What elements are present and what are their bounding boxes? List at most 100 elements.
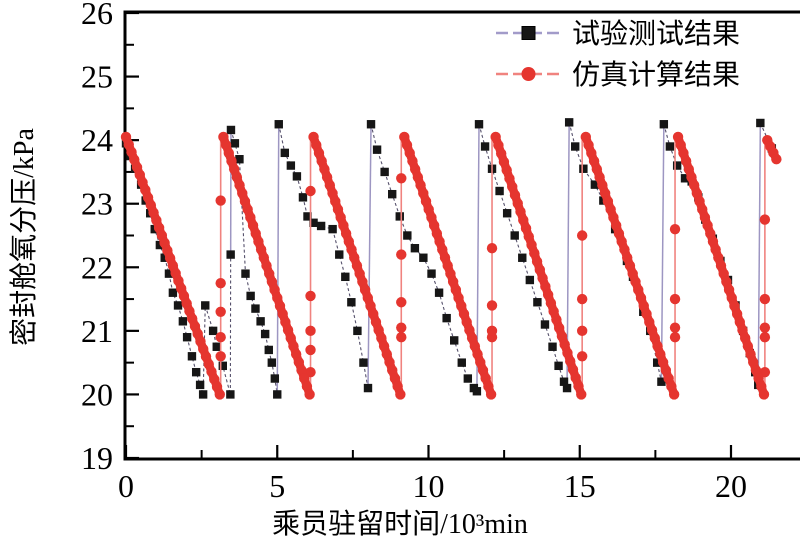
y-tick-label: 20 — [81, 376, 113, 412]
simulated-data-point — [214, 389, 225, 400]
measured-data-point — [659, 120, 669, 129]
simulated-data-point — [702, 220, 713, 231]
simulated-rise-point — [759, 332, 771, 343]
simulated-data-point — [220, 139, 232, 151]
simulated-data-point — [490, 131, 501, 143]
x-tick-label: 10 — [413, 468, 445, 504]
measured-data-point — [427, 269, 436, 278]
simulated-rise-point — [669, 322, 681, 333]
simulated-data-point — [392, 381, 403, 392]
measured-data-point — [480, 142, 490, 151]
simulated-data-point — [299, 373, 310, 384]
simulated-data-point — [301, 381, 313, 392]
measured-data-point — [251, 304, 260, 313]
simulated-rise-point — [669, 332, 681, 343]
measured-data-point — [372, 145, 382, 154]
legend-item-measured: 试验测试结果 — [496, 18, 740, 50]
simulated-data-point — [657, 357, 669, 368]
measured-data-point — [672, 161, 682, 170]
simulated-data-point — [464, 324, 475, 336]
simulated-data-point — [520, 223, 532, 234]
simulated-data-point — [423, 204, 434, 215]
measured-data-point — [298, 193, 308, 202]
simulated-data-point — [573, 380, 584, 392]
measured-data-point — [328, 224, 337, 234]
simulated-data-point — [255, 244, 267, 255]
simulated-data-point — [548, 306, 559, 317]
simulated-data-point — [721, 276, 732, 287]
simulated-data-point — [705, 228, 716, 239]
measured-data-point — [191, 367, 201, 377]
measured-series-line — [278, 124, 369, 389]
measured-data-point — [260, 329, 270, 339]
simulated-data-point — [226, 155, 237, 167]
simulated-data-point — [258, 252, 270, 263]
measured-data-point — [195, 380, 205, 390]
simulated-data-point — [330, 196, 341, 207]
simulated-data-point — [523, 231, 534, 242]
simulated-data-point — [748, 357, 759, 368]
simulated-data-point — [272, 292, 283, 304]
measured-data-point — [564, 118, 574, 127]
simulated-data-point — [313, 147, 325, 159]
simulated-data-point — [495, 148, 507, 159]
measured-data-point — [246, 291, 255, 301]
measured-data-point — [347, 298, 356, 307]
x-axis-title: 乘员驻留时间/10³min — [272, 508, 528, 540]
measured-data-point — [274, 120, 283, 129]
simulated-data-point — [376, 332, 387, 344]
simulated-data-point — [370, 316, 382, 328]
simulated-rise-point — [396, 322, 407, 333]
simulated-data-point — [218, 131, 229, 143]
measured-data-point — [359, 358, 368, 367]
simulated-data-point — [428, 220, 440, 231]
simulated-data-point — [597, 180, 608, 191]
simulated-rise-point — [215, 195, 226, 206]
simulated-data-point — [293, 357, 305, 368]
simulated-data-point — [450, 284, 462, 296]
measured-data-point — [474, 120, 484, 129]
simulated-data-point — [245, 212, 256, 223]
simulated-data-point — [602, 196, 614, 207]
measured-data-point — [201, 301, 210, 310]
simulated-data-point — [542, 289, 554, 300]
simulated-data-point — [580, 131, 591, 143]
simulated-rise-point — [759, 293, 771, 305]
plot-frame — [123, 10, 800, 461]
x-tick-label: 15 — [564, 468, 596, 504]
simulated-data-point — [683, 163, 695, 175]
measured-data-point — [226, 250, 235, 259]
measured-data-point — [309, 218, 318, 227]
measured-data-point — [442, 313, 451, 323]
simulated-data-point — [551, 314, 562, 325]
measured-data-point — [341, 272, 350, 282]
measured-data-point — [540, 320, 550, 329]
simulated-data-point — [545, 297, 557, 309]
simulated-data-point — [641, 308, 652, 320]
measured-data-point — [510, 231, 519, 240]
simulated-rise-point — [669, 223, 681, 235]
simulated-data-point — [622, 252, 633, 263]
simulated-data-point — [349, 252, 360, 263]
simulated-data-point — [534, 264, 546, 276]
simulated-rise-point — [396, 297, 407, 308]
simulated-rise-point — [576, 230, 588, 241]
simulated-data-point — [346, 244, 357, 255]
simulated-data-point — [469, 340, 481, 352]
axis-ticks — [124, 11, 733, 460]
simulated-data-point — [343, 236, 355, 247]
simulated-data-point — [253, 236, 264, 247]
measured-data-point — [270, 374, 280, 383]
measured-data-point — [680, 174, 690, 183]
simulated-rise-point — [759, 214, 771, 225]
simulated-data-point — [756, 381, 767, 392]
measured-data-point — [457, 358, 466, 367]
simulated-data-point — [304, 389, 315, 400]
simulated-data-point — [458, 308, 470, 320]
measured-data-point — [178, 317, 188, 326]
measured-data-point — [665, 142, 675, 151]
simulated-rise-point — [486, 325, 498, 337]
measured-series-line — [370, 124, 478, 392]
measured-data-point — [198, 390, 208, 399]
measured-data-point — [267, 358, 277, 367]
